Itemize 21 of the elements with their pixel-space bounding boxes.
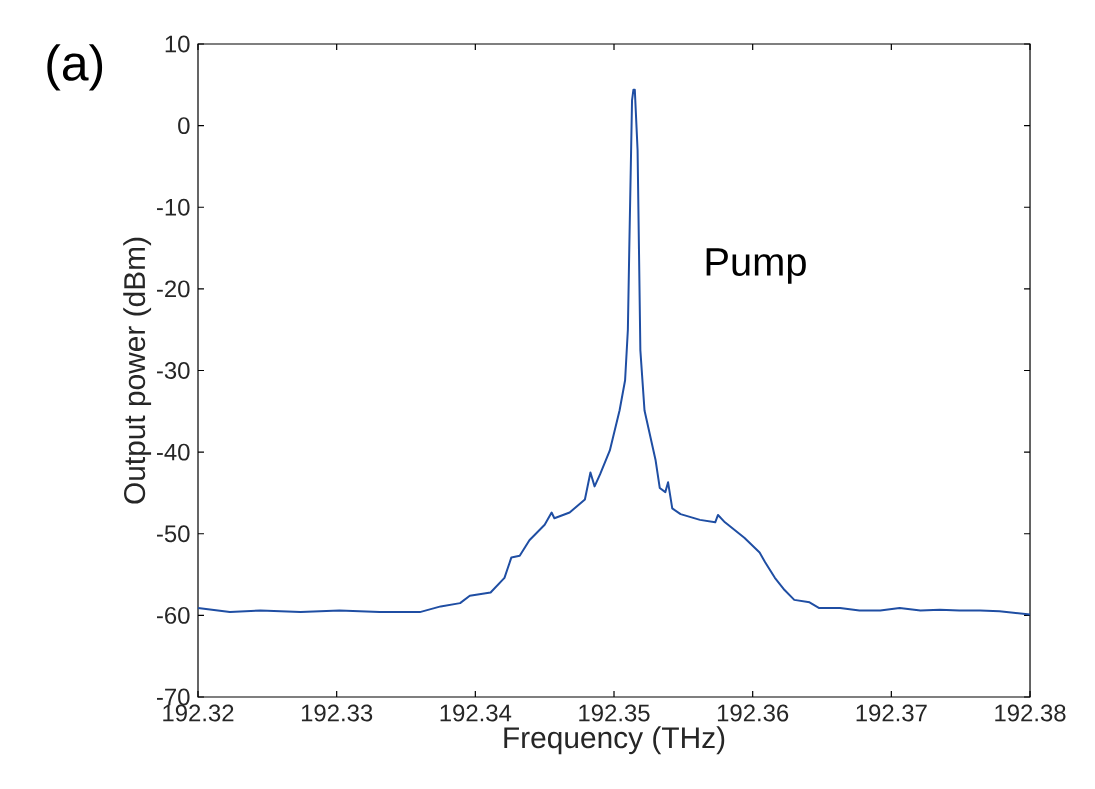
y-axis-title: Output power (dBm) xyxy=(123,237,152,504)
x-tick-label: 192.35 xyxy=(579,704,650,722)
x-axis-title: Frequency (THz) xyxy=(504,726,725,755)
x-tick-label: 192.36 xyxy=(717,704,789,722)
x-tick-label: 192.37 xyxy=(856,704,927,722)
y-tick-label: 10 xyxy=(165,35,190,53)
text: (a) xyxy=(47,44,103,91)
y-tick-label: -50 xyxy=(156,525,190,543)
y-tick-label: -70 xyxy=(156,688,190,706)
x-tick-label: 192.33 xyxy=(301,704,373,722)
y-tick-label: -10 xyxy=(156,198,190,216)
x-tick-label: 192.34 xyxy=(440,704,512,722)
y-tick-label: -40 xyxy=(156,443,190,461)
annotation: Pump xyxy=(706,248,806,284)
y-tick-label: -30 xyxy=(156,362,190,379)
y-tick-label: -60 xyxy=(156,606,190,624)
y-tick-label: -20 xyxy=(156,280,190,298)
line-series xyxy=(197,88,1032,616)
x-tick-label: 192.32 xyxy=(163,704,234,722)
x-tick-label: 192.38 xyxy=(995,704,1066,722)
y-tick-label: 0 xyxy=(178,117,190,135)
